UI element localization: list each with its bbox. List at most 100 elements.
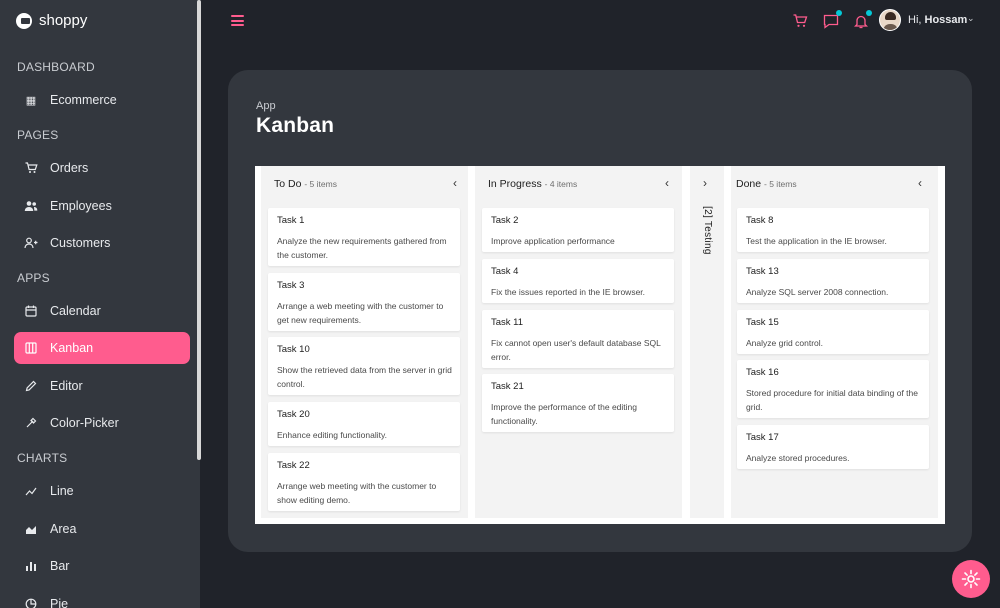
sidebar-scrollbar[interactable] <box>197 0 201 460</box>
chevron-down-icon[interactable]: ⌄ <box>967 13 975 23</box>
kanban-card[interactable]: Task 22 Arrange web meeting with the cus… <box>268 453 460 511</box>
column-name: Done <box>736 178 762 190</box>
card-title: Task 16 <box>746 367 779 378</box>
column-testing-collapsed[interactable]: › [2] Testing <box>690 166 724 518</box>
sidebar: shoppy DASHBOARD ▦ Ecommerce PAGES Order… <box>0 0 200 608</box>
card-description: Fix cannot open user's default database … <box>491 338 661 362</box>
sidebar-item-customers[interactable]: Customers <box>14 227 190 259</box>
sidebar-item-label: Color-Picker <box>50 416 119 430</box>
kanban-card[interactable]: Task 16 Stored procedure for initial dat… <box>737 360 929 418</box>
card-description: Stored procedure for initial data bindin… <box>746 388 919 412</box>
section-dashboard: DASHBOARD <box>17 60 95 74</box>
kanban-card[interactable]: Task 8 Test the application in the IE br… <box>737 208 929 252</box>
section-charts: CHARTS <box>17 451 68 465</box>
card-title: Task 22 <box>277 460 310 471</box>
color-drop-icon <box>24 416 38 430</box>
card-title: Task 4 <box>491 266 519 277</box>
kanban-card[interactable]: Task 10 Show the retrieved data from the… <box>268 337 460 395</box>
people-icon <box>24 199 38 213</box>
column-header: Done - 5 items <box>736 178 797 190</box>
sidebar-item-label: Pie <box>50 597 69 608</box>
user-greeting[interactable]: Hi, Hossam <box>908 14 967 26</box>
sidebar-item-label: Employees <box>50 199 112 213</box>
column-count: - 5 items <box>304 179 337 189</box>
sidebar-item-orders[interactable]: Orders <box>14 152 190 184</box>
card-description: Improve application performance <box>491 236 615 246</box>
logo-icon <box>16 12 32 29</box>
sidebar-item-ecommerce[interactable]: ▦ Ecommerce <box>14 84 190 116</box>
sidebar-item-label: Calendar <box>50 304 101 318</box>
brand-logo[interactable]: shoppy <box>16 12 87 29</box>
card-title: Task 10 <box>277 344 310 355</box>
calendar-icon <box>24 304 38 318</box>
card-description: Fix the issues reported in the IE browse… <box>491 287 646 297</box>
kanban-card[interactable]: Task 15 Analyze grid control. <box>737 310 929 354</box>
sidebar-item-label: Kanban <box>50 341 94 355</box>
page-title: Kanban <box>256 114 335 137</box>
greeting-text: Hi, <box>908 14 922 26</box>
sidebar-item-employees[interactable]: Employees <box>14 190 190 222</box>
sidebar-item-bar[interactable]: Bar <box>14 550 190 582</box>
card-description: Analyze the new requirements gathered fr… <box>277 236 447 260</box>
card-description: Analyze SQL server 2008 connection. <box>746 287 889 297</box>
settings-button[interactable] <box>952 560 990 598</box>
kanban-card[interactable]: Task 13 Analyze SQL server 2008 connecti… <box>737 259 929 303</box>
card-description: Arrange web meeting with the customer to… <box>277 481 437 505</box>
kanban-card[interactable]: Task 20 Enhance editing functionality. <box>268 402 460 446</box>
sidebar-item-label: Ecommerce <box>50 93 117 107</box>
kanban-card[interactable]: Task 4 Fix the issues reported in the IE… <box>482 259 674 303</box>
sidebar-item-label: Area <box>50 522 77 536</box>
sidebar-item-line[interactable]: Line <box>14 475 190 507</box>
card-title: Task 3 <box>277 280 305 291</box>
avatar[interactable] <box>879 9 901 31</box>
card-title: Task 17 <box>746 432 779 443</box>
gear-icon <box>961 569 981 589</box>
sidebar-item-kanban[interactable]: Kanban <box>14 332 190 364</box>
bell-icon[interactable] <box>852 10 872 30</box>
sidebar-item-label: Bar <box>50 559 70 573</box>
sidebar-item-editor[interactable]: Editor <box>14 370 190 402</box>
sidebar-item-calendar[interactable]: Calendar <box>14 295 190 327</box>
column-name: To Do <box>274 178 302 190</box>
card-description: Arrange a web meeting with the customer … <box>277 301 444 325</box>
kanban-board: To Do - 5 items ‹ Task 1 Analyze the new… <box>255 166 945 524</box>
sidebar-item-area[interactable]: Area <box>14 513 190 545</box>
kanban-card[interactable]: Task 1 Analyze the new requirements gath… <box>268 208 460 266</box>
chevron-left-icon[interactable]: ‹ <box>453 176 457 190</box>
sidebar-item-label: Line <box>50 484 74 498</box>
card-title: Task 8 <box>746 215 774 226</box>
column-header: In Progress - 4 items <box>488 178 577 190</box>
cart-icon[interactable] <box>791 12 809 30</box>
kanban-card[interactable]: Task 21 Improve the performance of the e… <box>482 374 674 432</box>
menu-toggle-icon[interactable] <box>231 15 244 26</box>
kanban-card[interactable]: Task 3 Arrange a web meeting with the cu… <box>268 273 460 331</box>
card-description: Test the application in the IE browser. <box>746 236 887 246</box>
column-header: To Do - 5 items <box>274 178 337 190</box>
card-title: Task 1 <box>277 215 305 226</box>
section-apps: APPS <box>17 271 50 285</box>
card-title: Task 2 <box>491 215 519 226</box>
sidebar-item-label: Customers <box>50 236 111 250</box>
column-todo: To Do - 5 items ‹ Task 1 Analyze the new… <box>261 166 468 518</box>
column-count: - 4 items <box>544 179 578 189</box>
person-add-icon <box>24 236 38 250</box>
chevron-right-icon[interactable]: › <box>703 176 707 190</box>
collapsed-column-label: [2] Testing <box>702 206 713 255</box>
kanban-card[interactable]: Task 17 Analyze stored procedures. <box>737 425 929 469</box>
card-title: Task 20 <box>277 409 310 420</box>
sidebar-item-pie[interactable]: Pie <box>14 588 190 608</box>
kanban-card[interactable]: Task 2 Improve application performance <box>482 208 674 252</box>
pencil-icon <box>24 379 38 393</box>
line-chart-icon <box>24 484 38 498</box>
chevron-left-icon[interactable]: ‹ <box>918 176 922 190</box>
chevron-left-icon[interactable]: ‹ <box>665 176 669 190</box>
breadcrumb: App <box>256 100 276 112</box>
chat-icon[interactable] <box>822 10 842 30</box>
bar-chart-icon <box>24 559 38 573</box>
column-count: - 5 items <box>764 179 797 189</box>
column-name: In Progress <box>488 178 542 190</box>
sidebar-item-color-picker[interactable]: Color-Picker <box>14 407 190 439</box>
card-description: Show the retrieved data from the server … <box>277 365 452 389</box>
kanban-card[interactable]: Task 11 Fix cannot open user's default d… <box>482 310 674 368</box>
user-name: Hossam <box>924 14 968 26</box>
